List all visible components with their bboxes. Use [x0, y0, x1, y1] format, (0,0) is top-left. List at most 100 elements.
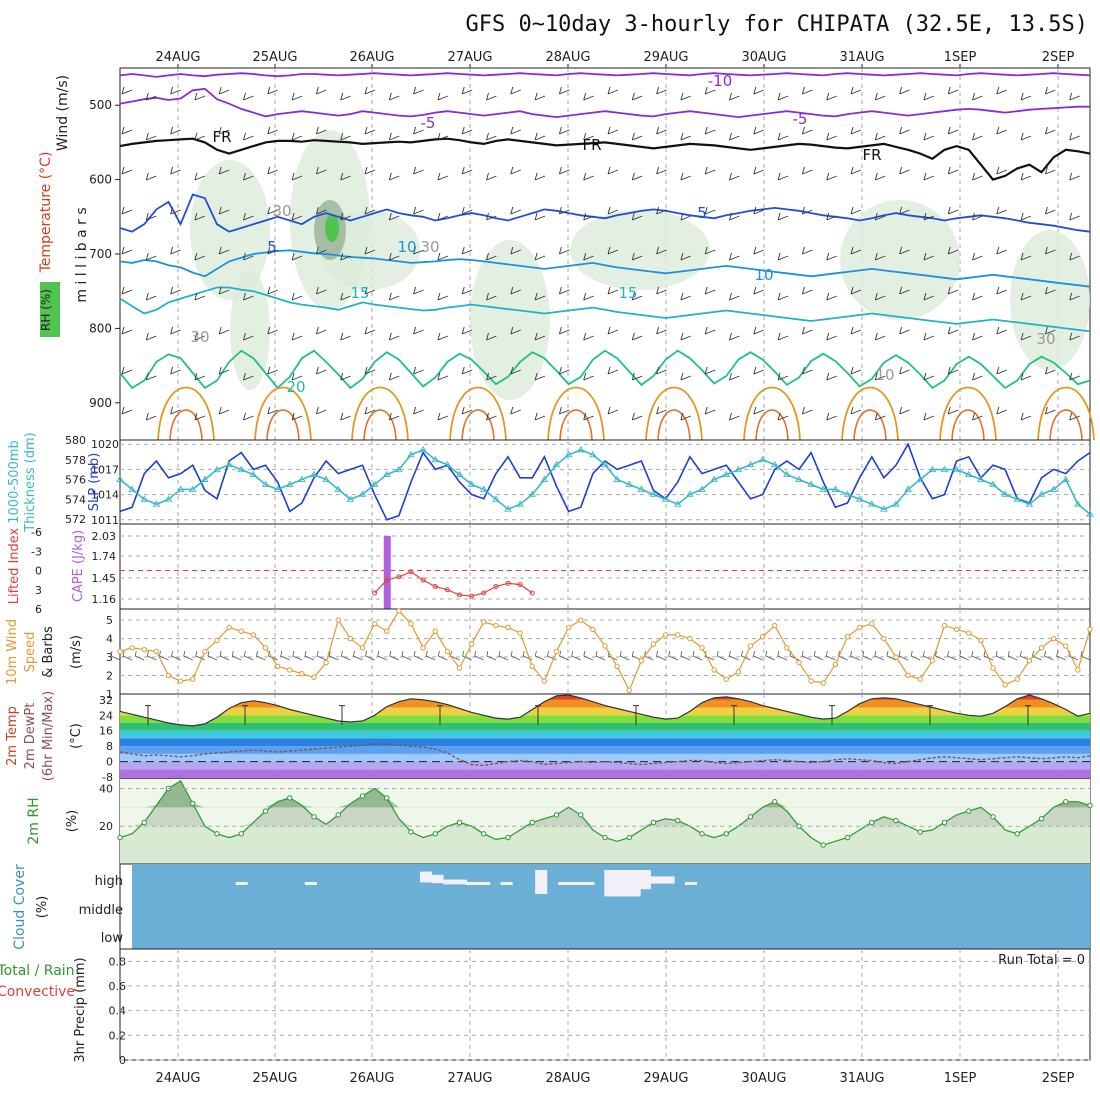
wind-barb-10m: [1080, 650, 1091, 661]
wind-barb-10m: [765, 650, 775, 661]
rh-marker: [287, 795, 293, 801]
date-label-top: 29AUG: [643, 50, 688, 65]
ylabel-wind: Wind (m/s): [55, 75, 71, 151]
wind-barb: [170, 326, 181, 335]
lifted-marker: [384, 577, 390, 583]
temp-tick-label: 8: [106, 740, 113, 753]
thickness-marker: [1013, 495, 1022, 502]
wind-barb: [923, 412, 935, 421]
wind-barb: [972, 212, 983, 221]
dewpoint-line: [119, 743, 1091, 767]
wind-barb-10m: [559, 650, 569, 661]
wind-barb: [340, 332, 351, 341]
rh-marker: [505, 834, 511, 841]
rh-shade: [190, 160, 270, 300]
thickness-marker: [128, 485, 136, 492]
wind-barb: [461, 86, 473, 95]
rh-marker: [626, 834, 632, 841]
wind-marker: [1075, 667, 1081, 673]
cloud-level-label: high: [95, 874, 123, 889]
thickness-marker: [625, 480, 634, 487]
wind-barb: [923, 332, 935, 341]
thickness-marker: [770, 460, 779, 468]
wind-barb: [972, 252, 983, 261]
wind-barb-10m: [631, 650, 642, 661]
rh-marker: [990, 814, 996, 820]
wind-speed-line: [119, 609, 1091, 692]
wind-barb: [680, 132, 692, 141]
cloud-level-label: low: [101, 931, 124, 946]
ylabel-temp-3: (6hr Min/Max): [41, 691, 56, 781]
wind-barb: [218, 166, 230, 175]
wind-marker: [553, 648, 560, 655]
wind-barb: [218, 366, 230, 375]
wind-barb: [145, 252, 157, 261]
wind-tick-label: 2: [106, 670, 113, 683]
wind-barb: [704, 366, 716, 375]
wind-barb: [874, 292, 886, 301]
wind-barb: [729, 92, 740, 101]
wind-barb: [729, 332, 740, 341]
wind-barb: [437, 252, 449, 261]
wind-barb: [777, 212, 789, 221]
wind-barb: [583, 132, 594, 141]
contour-label: FR: [212, 128, 231, 146]
wind-marker: [675, 632, 681, 638]
wind-barb: [801, 406, 813, 415]
thickness-marker: [201, 475, 209, 482]
wind-barb: [486, 332, 497, 341]
wind-barb: [972, 92, 983, 101]
high-cloud-block: [431, 874, 444, 884]
wind-barb: [291, 92, 303, 101]
thickness-marker: [698, 485, 706, 492]
wind-barb: [680, 292, 692, 301]
thickness-marker: [407, 450, 415, 458]
wind-marker: [335, 617, 341, 623]
lifted-tick-label: -3: [31, 545, 42, 558]
wind-barb: [874, 132, 886, 141]
wind-marker: [602, 643, 608, 649]
wind-marker: [226, 624, 232, 631]
wind-barb: [558, 206, 570, 215]
wind-barb: [704, 206, 716, 215]
wind-barb: [656, 166, 667, 175]
isoline-FR: [119, 137, 1091, 181]
rh-shade: [1010, 230, 1090, 370]
wind-barb: [947, 206, 959, 215]
temp-band: [120, 695, 1090, 700]
wind-barb: [340, 412, 351, 421]
wind-barb-10m: [1056, 650, 1066, 661]
rh-marker: [602, 834, 608, 841]
wind-barb: [1020, 332, 1032, 341]
wind-barb: [243, 172, 254, 181]
wind-barb: [510, 86, 521, 95]
wind-barb: [680, 412, 692, 421]
contour-label: 15: [350, 284, 369, 302]
temp-band: [120, 746, 1090, 754]
wind-barb-10m: [304, 650, 315, 661]
wind-barb: [194, 412, 206, 421]
wind-barb-10m: [389, 650, 400, 661]
minmax-whisker: [1025, 705, 1031, 725]
wind-barb-10m: [910, 650, 921, 661]
wind-barb-10m: [365, 650, 375, 661]
wind-marker: [408, 621, 414, 627]
wind-tick-label: 5: [106, 614, 113, 627]
thickness-marker: [722, 470, 731, 478]
wind-barb: [656, 246, 667, 255]
isoline--10: [119, 72, 1091, 78]
thickness-marker: [213, 465, 221, 473]
isoline-warm: [254, 386, 312, 441]
series-thickness: [119, 448, 1091, 515]
isoline-warm: [1037, 386, 1095, 441]
wind-tick-label: 3: [106, 651, 113, 664]
wind-barb: [413, 366, 424, 375]
thickness-marker: [346, 495, 355, 502]
wind-marker: [1014, 676, 1020, 682]
wind-barb: [145, 92, 157, 101]
isoline-15: [119, 286, 1091, 333]
wind-barb: [777, 412, 789, 421]
wind-barb: [121, 86, 133, 95]
wind-barb: [947, 326, 959, 335]
